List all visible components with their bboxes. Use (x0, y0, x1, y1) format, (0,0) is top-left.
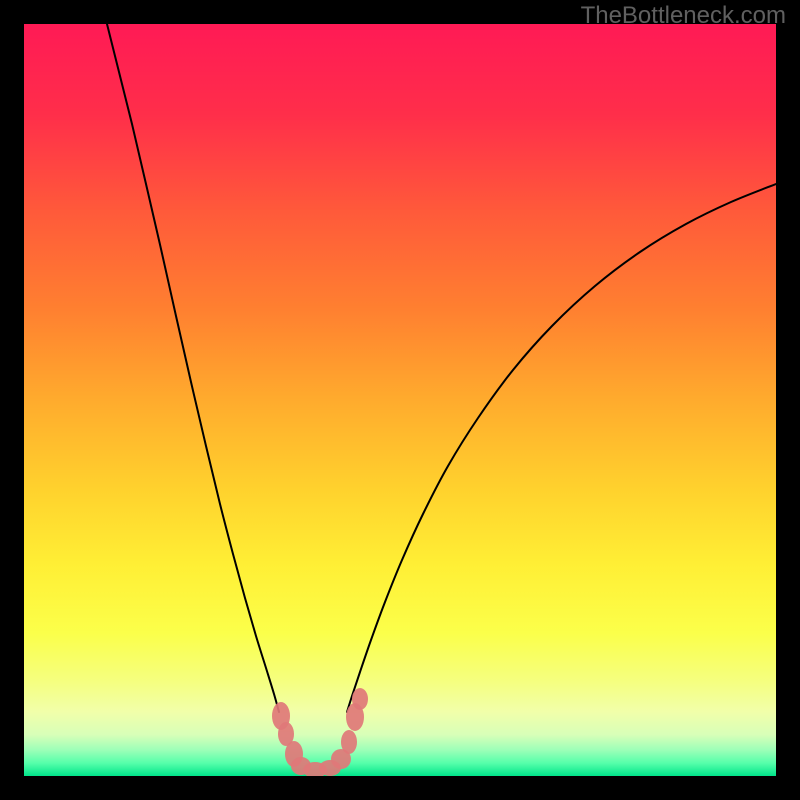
plot-area (24, 24, 776, 776)
marker-blob (352, 688, 368, 710)
watermark-text: TheBottleneck.com (581, 2, 786, 30)
marker-blob (341, 730, 357, 754)
gradient-background (24, 24, 776, 776)
